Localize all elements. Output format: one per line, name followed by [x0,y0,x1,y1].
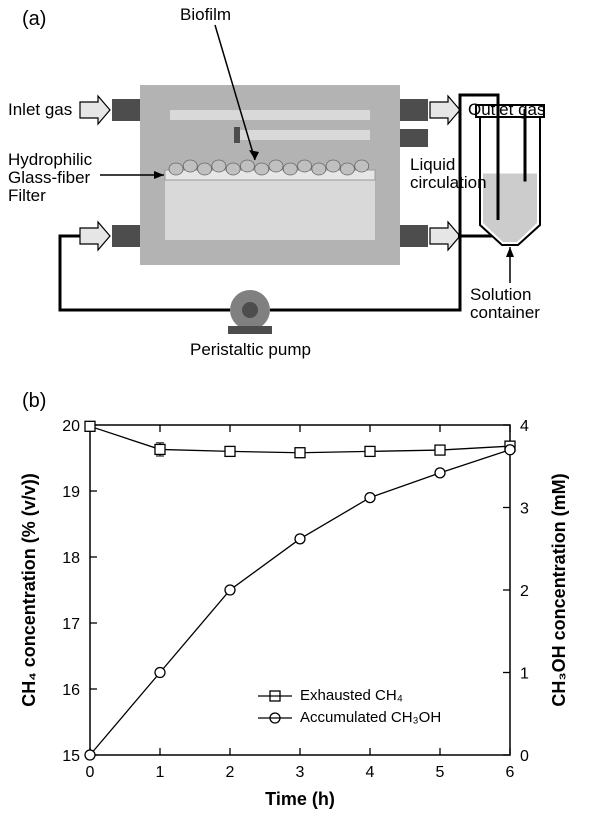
svg-text:1: 1 [520,666,529,683]
filter-label-2: Glass-fiber [8,168,91,187]
svg-text:16: 16 [62,682,80,699]
container-label-1: Solution [470,285,531,304]
filter-label-3: Filter [8,186,46,205]
svg-text:19: 19 [62,484,80,501]
svg-text:0: 0 [86,764,95,781]
panel-b-chart: 0 1 2 3 4 5 6 15 16 17 18 19 20 0 1 2 3 4 Time (h) CH₄ conc… [0,395,598,835]
liquid-circ-label-1: Liquid [410,155,455,174]
filter-label-1: Hydrophilic [8,150,93,169]
container-label-2: container [470,303,540,322]
svg-text:3: 3 [296,764,305,781]
svg-text:2: 2 [520,583,529,600]
pump-label: Peristaltic pump [190,340,311,359]
svg-text:3: 3 [520,501,529,518]
y-axis-right-label: CH₃OH concentration (mM) [549,473,569,706]
inlet-gas-label: Inlet gas [8,100,72,119]
svg-text:17: 17 [62,616,80,633]
figure: (a) BiofilmInlet gasOutlet gasHydrophili… [0,0,598,837]
svg-text:4: 4 [366,764,375,781]
biofilm-label: Biofilm [180,5,231,24]
svg-text:0: 0 [520,748,529,765]
legend-item-2: Accumulated CH₃OH [300,709,441,726]
y-axis-left-label: CH₄ concentration (% (v/v)) [19,473,39,707]
panel-a-diagram: Biofilm Inlet gas Outlet gas HydrophilicGla… [0,0,598,370]
svg-text:2: 2 [226,764,235,781]
legend-item-1: Exhausted CH₄ [300,687,403,704]
svg-text:1: 1 [156,764,165,781]
svg-text:18: 18 [62,550,80,567]
svg-text:6: 6 [506,764,515,781]
svg-text:4: 4 [520,418,529,435]
x-axis-label: Time (h) [265,789,335,809]
liquid-circ-label-2: circulation [410,173,487,192]
svg-text:20: 20 [62,418,80,435]
svg-text:15: 15 [62,748,80,765]
svg-text:5: 5 [436,764,445,781]
outlet-gas-label: Outlet gas [468,100,546,119]
